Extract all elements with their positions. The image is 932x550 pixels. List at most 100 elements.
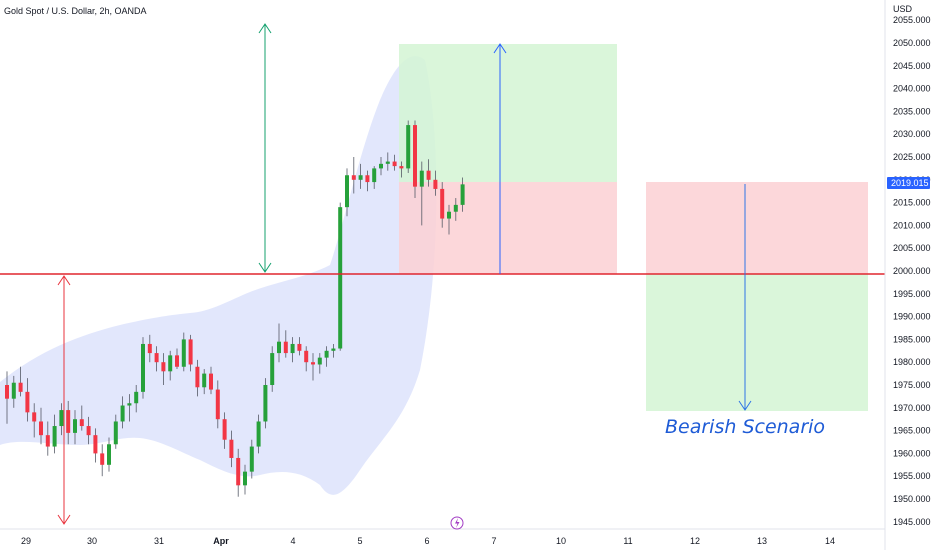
price-tick-label: 2050.000 — [893, 38, 931, 48]
candle[interactable] — [365, 175, 370, 183]
right-loss-zone[interactable] — [646, 182, 868, 274]
candle[interactable] — [440, 188, 445, 219]
candle[interactable] — [379, 163, 383, 169]
candle[interactable] — [215, 389, 220, 420]
red-measure-arrow[interactable] — [57, 275, 71, 525]
candle[interactable] — [195, 366, 200, 388]
candle[interactable] — [351, 175, 356, 180]
candle[interactable] — [277, 341, 281, 354]
candle[interactable] — [317, 357, 322, 365]
candle[interactable] — [426, 170, 431, 180]
time-axis[interactable]: 29 30 31 Apr 4 5 6 7 10 11 12 13 14 — [21, 536, 835, 546]
candle[interactable] — [127, 403, 132, 406]
time-tick-label: 12 — [690, 536, 700, 546]
candle[interactable] — [406, 125, 411, 169]
candle[interactable] — [460, 184, 465, 205]
candle[interactable] — [141, 343, 145, 392]
time-tick-label: 29 — [21, 536, 31, 546]
candle[interactable] — [175, 355, 179, 367]
candle[interactable] — [297, 343, 302, 351]
price-tick-label: 1955.000 — [893, 471, 931, 481]
candle[interactable] — [413, 125, 417, 187]
candle[interactable] — [453, 204, 458, 212]
candle[interactable] — [256, 421, 261, 447]
candle[interactable] — [107, 444, 111, 465]
left-loss-zone[interactable] — [399, 182, 617, 274]
time-tick-label: 5 — [357, 536, 362, 546]
candle[interactable] — [161, 362, 166, 372]
candle[interactable] — [113, 421, 118, 445]
candle[interactable] — [358, 175, 363, 180]
candle[interactable] — [304, 350, 309, 363]
candle[interactable] — [134, 391, 139, 404]
time-tick-label: 11 — [623, 536, 632, 546]
short-target-arrow[interactable] — [738, 184, 752, 411]
candle[interactable] — [154, 353, 159, 363]
candle[interactable] — [236, 457, 241, 486]
candle[interactable] — [433, 179, 438, 189]
time-tick-label: 30 — [87, 536, 97, 546]
price-tick-label: 1950.000 — [893, 494, 931, 504]
candle[interactable] — [447, 211, 451, 219]
candle[interactable] — [392, 161, 397, 167]
lightning-icon[interactable] — [450, 516, 464, 530]
candle[interactable] — [59, 410, 64, 427]
candle[interactable] — [249, 446, 254, 472]
candle[interactable] — [93, 435, 98, 454]
price-tick-label: 2055.000 — [893, 15, 931, 25]
candle[interactable] — [419, 170, 424, 187]
candle[interactable] — [11, 382, 16, 399]
candle[interactable] — [222, 419, 227, 440]
candle[interactable] — [283, 341, 288, 354]
candle[interactable] — [120, 405, 125, 422]
candle[interactable] — [52, 426, 57, 447]
price-tick-label: 2010.000 — [893, 220, 931, 230]
candle[interactable] — [32, 412, 37, 422]
candle[interactable] — [385, 161, 390, 164]
price-tick-label: 1970.000 — [893, 403, 931, 413]
candle[interactable] — [399, 166, 404, 169]
candle[interactable] — [181, 339, 186, 367]
candle[interactable] — [188, 339, 193, 365]
candle[interactable] — [243, 471, 247, 486]
candle[interactable] — [324, 350, 329, 358]
time-tick-label: 4 — [290, 536, 295, 546]
candle[interactable] — [229, 439, 234, 458]
price-tick-label: 1995.000 — [893, 289, 931, 299]
candle[interactable] — [311, 362, 315, 365]
candle[interactable] — [147, 343, 152, 354]
price-axis[interactable]: 1945.000 1950.000 1955.000 1960.000 1965.000… — [893, 15, 931, 527]
candle[interactable] — [290, 343, 295, 354]
right-profit-zone[interactable] — [646, 274, 868, 411]
candle[interactable] — [39, 421, 43, 436]
price-tick-label: 1985.000 — [893, 334, 931, 344]
candle[interactable] — [202, 373, 207, 388]
candle[interactable] — [338, 207, 343, 349]
long-target-arrow[interactable] — [493, 43, 507, 274]
green-measure-arrow[interactable] — [258, 23, 272, 273]
candle[interactable] — [100, 453, 105, 465]
time-tick-label: Apr — [213, 536, 229, 546]
candle[interactable] — [86, 426, 91, 436]
price-tick-label: 2040.000 — [893, 84, 931, 94]
candle[interactable] — [5, 385, 9, 399]
candle[interactable] — [345, 175, 349, 208]
time-tick-label: 6 — [424, 536, 429, 546]
price-axis-unit: USD — [893, 4, 913, 14]
price-tick-label: 2000.000 — [893, 266, 931, 276]
left-profit-zone[interactable] — [399, 44, 617, 182]
candle[interactable] — [263, 385, 268, 422]
candle[interactable] — [25, 391, 30, 413]
candle[interactable] — [270, 353, 275, 385]
candle[interactable] — [18, 382, 23, 392]
candle[interactable] — [209, 373, 213, 390]
candle[interactable] — [372, 168, 377, 183]
candle[interactable] — [66, 410, 71, 433]
candle[interactable] — [331, 348, 336, 351]
candle[interactable] — [73, 419, 77, 433]
candle[interactable] — [45, 435, 50, 447]
candle[interactable] — [168, 355, 173, 372]
candle[interactable] — [79, 419, 84, 427]
price-tick-label: 2045.000 — [893, 61, 931, 71]
